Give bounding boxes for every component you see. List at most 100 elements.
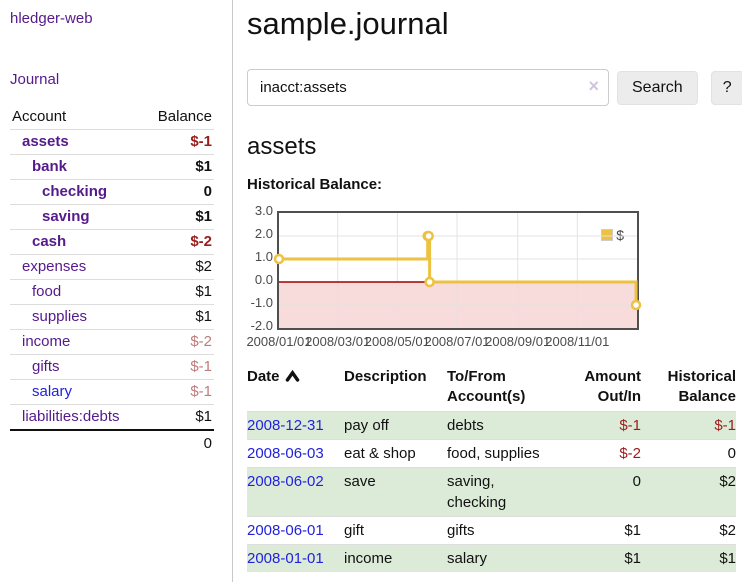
date-link[interactable]: 2008-06-01	[247, 522, 324, 539]
balance-cell: $-1	[641, 411, 736, 440]
transaction-row: 2008-06-03 eat & shop food, supplies $-2 0	[247, 439, 736, 468]
transaction-row: 2008-06-01 gift gifts $1 $2	[247, 516, 736, 545]
account-link[interactable]: saving	[42, 208, 90, 225]
date-link[interactable]: 2008-01-01	[247, 550, 324, 567]
header-balance: Historical Balance	[667, 368, 736, 405]
balance-cell: $1	[641, 544, 736, 572]
balance-cell: 0	[641, 439, 736, 468]
header-date-sort[interactable]: Date	[247, 365, 344, 412]
legend-swatch-icon	[601, 229, 614, 241]
accounts-header-balance: Balance	[144, 104, 214, 130]
date-link[interactable]: 2008-12-31	[247, 417, 324, 434]
accounts-total-row: 0	[10, 429, 214, 457]
page-title: sample.journal	[247, 6, 449, 41]
amount-cell: $1	[559, 544, 641, 572]
account-balance: $1	[144, 204, 214, 230]
date-cell: 2008-12-31	[247, 411, 344, 440]
date-cell: 2008-06-03	[247, 439, 344, 468]
account-row: salary $-1	[10, 379, 214, 405]
search-button[interactable]: Search	[617, 70, 698, 105]
sidebar: hledger-web Journal Account Balance asse…	[0, 0, 233, 582]
account-balance: $-1	[144, 129, 214, 155]
account-row: saving $1	[10, 204, 214, 230]
sort-up-icon	[285, 369, 299, 382]
transaction-row: 2008-01-01 income salary $1 $1	[247, 544, 736, 572]
legend-label: $	[616, 227, 624, 243]
account-link[interactable]: assets	[22, 133, 69, 150]
accounts-cell: food, supplies	[447, 439, 559, 468]
data-point	[273, 253, 285, 265]
description-cell: save	[344, 467, 447, 517]
header-date-label: Date	[247, 368, 280, 385]
account-row: expenses $2	[10, 254, 214, 280]
account-link[interactable]: bank	[32, 158, 68, 175]
account-row: cash $-2	[10, 229, 214, 255]
x-axis-label: 2008/03/01	[305, 334, 371, 349]
description-cell: income	[344, 544, 447, 572]
y-axis-label: 0.0	[254, 272, 273, 287]
clear-search-icon[interactable]: ×	[588, 76, 599, 96]
account-balance: $1	[144, 154, 214, 180]
y-axis-label: 1.0	[254, 249, 273, 264]
main-content: sample.journal × Search ? assets Histori…	[233, 0, 742, 582]
balance-cell: $2	[641, 467, 736, 517]
transaction-row: 2008-12-31 pay off debts $-1 $-1	[247, 411, 736, 440]
description-cell: gift	[344, 516, 447, 545]
account-link[interactable]: liabilities:debts	[22, 408, 120, 425]
register-table: Date Description To/From Account(s) Amou…	[247, 365, 736, 572]
account-link[interactable]: gifts	[32, 358, 60, 375]
x-axis-label: 2008/01/01	[246, 334, 312, 349]
account-link[interactable]: food	[32, 283, 62, 300]
transaction-row: 2008-06-02 save saving, checking 0 $2	[247, 467, 736, 517]
data-point	[423, 230, 434, 242]
accounts-total-value: 0	[144, 429, 214, 457]
account-link[interactable]: supplies	[32, 308, 88, 325]
accounts-cell: saving, checking	[447, 467, 559, 517]
chart-title: Historical Balance:	[247, 176, 383, 193]
account-row: checking 0	[10, 179, 214, 205]
account-link[interactable]: checking	[42, 183, 108, 200]
amount-cell: $-2	[559, 439, 641, 468]
account-balance: $1	[144, 279, 214, 305]
y-axis-label: 3.0	[254, 203, 273, 218]
help-button[interactable]: ?	[710, 70, 742, 105]
accounts-cell: debts	[447, 411, 559, 440]
account-row: bank $1	[10, 154, 214, 180]
chart-plot-area: $	[273, 211, 642, 330]
chart-canvas	[273, 213, 642, 328]
account-balance: $-2	[144, 329, 214, 355]
account-balance: 0	[144, 179, 214, 205]
chart-legend: $	[601, 227, 624, 243]
date-cell: 2008-06-02	[247, 467, 344, 517]
account-balance: $-1	[144, 354, 214, 380]
accounts-cell: salary	[447, 544, 559, 572]
date-link[interactable]: 2008-06-02	[247, 473, 324, 490]
header-description: Description	[344, 368, 427, 385]
accounts-header-account: Account	[10, 104, 145, 130]
x-axis-label: 2008/07/01	[424, 334, 490, 349]
journal-link[interactable]: Journal	[10, 71, 60, 88]
y-axis-label: 2.0	[254, 226, 273, 241]
accounts-total-spacer	[10, 429, 145, 457]
x-axis-label: 2008/09/01	[485, 334, 551, 349]
account-balance: $1	[144, 304, 214, 330]
data-point	[630, 299, 642, 311]
date-cell: 2008-06-01	[247, 516, 344, 545]
account-link[interactable]: expenses	[22, 258, 87, 275]
account-link[interactable]: income	[22, 333, 71, 350]
header-tofrom: To/From Account(s)	[447, 368, 526, 405]
account-link[interactable]: cash	[32, 233, 67, 250]
app-title: hledger-web	[10, 10, 222, 27]
app-title-link[interactable]: hledger-web	[10, 10, 93, 27]
account-balance: $-1	[144, 379, 214, 405]
date-link[interactable]: 2008-06-03	[247, 445, 324, 462]
account-row: supplies $1	[10, 304, 214, 330]
account-heading: assets	[247, 133, 317, 160]
account-row: food $1	[10, 279, 214, 305]
account-link[interactable]: salary	[32, 383, 73, 400]
search-input[interactable]	[247, 69, 609, 106]
search-bar: × Search ?	[247, 69, 742, 106]
account-row: gifts $-1	[10, 354, 214, 380]
amount-cell: $1	[559, 516, 641, 545]
